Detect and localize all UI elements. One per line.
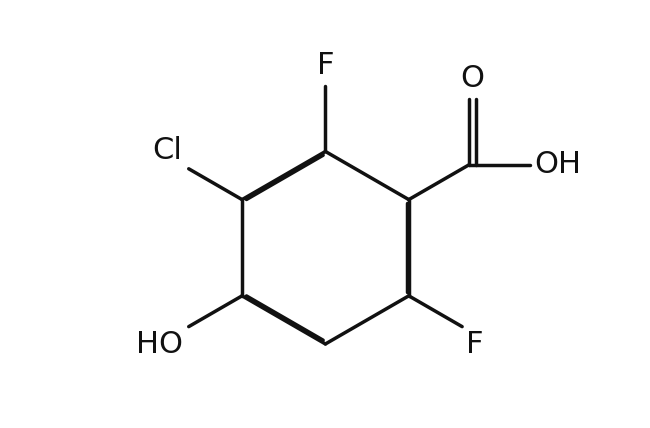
Text: F: F xyxy=(317,51,334,80)
Text: OH: OH xyxy=(534,150,581,179)
Text: F: F xyxy=(466,330,484,360)
Text: Cl: Cl xyxy=(153,136,183,165)
Text: O: O xyxy=(460,64,484,93)
Text: HO: HO xyxy=(136,330,183,360)
